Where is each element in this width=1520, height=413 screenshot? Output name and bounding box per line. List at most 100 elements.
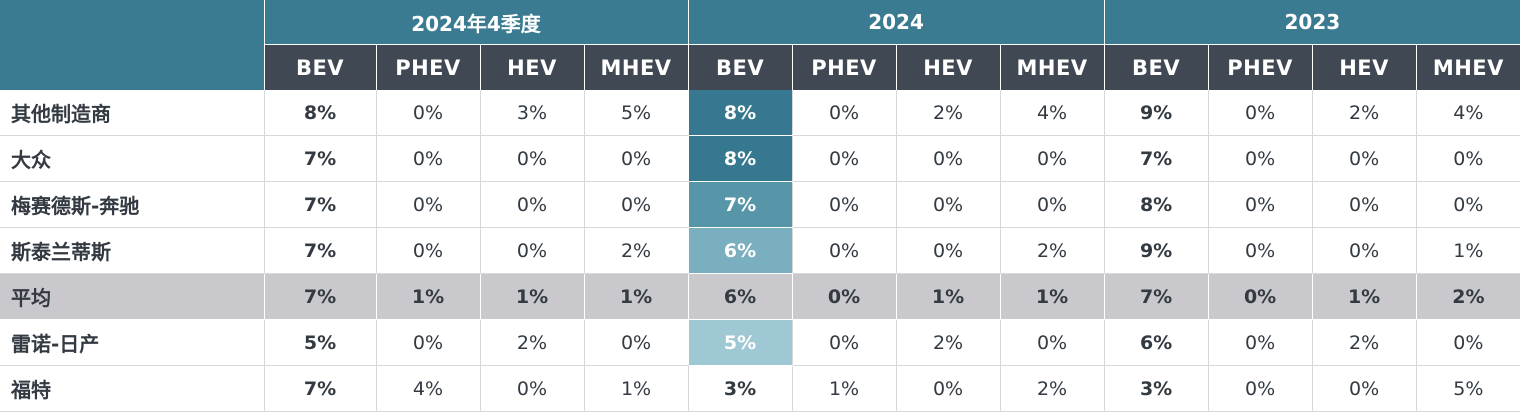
value-cell: 6% — [687, 273, 793, 320]
value-cell: 0% — [791, 273, 897, 320]
row-label: 福特 — [0, 365, 264, 412]
value-cell: 0% — [999, 135, 1105, 182]
table-row: 其他制造商 8% 0% 3% 5% 8% 0% 2% 4% 9% 0% 2% 4% — [0, 90, 1520, 136]
column-header-phev: PHEV — [375, 44, 480, 90]
value-cell: 0% — [1311, 365, 1417, 412]
value-cell: 0% — [1311, 135, 1417, 182]
value-cell: 2% — [999, 365, 1105, 412]
value-cell: 5% — [687, 319, 793, 366]
row-label: 其他制造商 — [0, 90, 264, 136]
column-header-hev: HEV — [1311, 44, 1417, 90]
row-label: 斯泰兰蒂斯 — [0, 227, 264, 274]
value-cell: 0% — [1415, 181, 1520, 228]
value-cell: 0% — [375, 181, 480, 228]
column-header-mhev: MHEV — [1415, 44, 1520, 90]
value-cell: 0% — [791, 227, 897, 274]
table-row: 大众 7% 0% 0% 0% 8% 0% 0% 0% 7% 0% 0% 0% — [0, 135, 1520, 182]
value-cell: 0% — [999, 181, 1105, 228]
value-cell: 6% — [1103, 319, 1209, 366]
value-cell: 7% — [1103, 135, 1209, 182]
subheader-row: BEV PHEV HEV MHEV BEV PHEV HEV MHEV BEV PHEV HEV MH… — [0, 44, 1520, 90]
value-cell: 5% — [1415, 365, 1520, 412]
group-header-2023: 2023 — [1103, 0, 1520, 45]
value-cell: 0% — [895, 181, 1001, 228]
value-cell: 0% — [583, 319, 689, 366]
value-cell: 0% — [895, 227, 1001, 274]
value-cell: 0% — [895, 365, 1001, 412]
value-cell: 0% — [1207, 227, 1313, 274]
value-cell: 2% — [999, 227, 1105, 274]
table-row: 梅赛德斯-奔驰 7% 0% 0% 0% 7% 0% 0% 0% 8% 0% 0% 0% — [0, 181, 1520, 228]
value-cell: 7% — [1103, 273, 1209, 320]
value-cell: 2% — [1415, 273, 1520, 320]
value-cell: 9% — [1103, 227, 1209, 274]
value-cell: 0% — [583, 181, 689, 228]
value-cell: 0% — [791, 181, 897, 228]
value-cell: 0% — [1415, 319, 1520, 366]
value-cell: 0% — [791, 135, 897, 182]
value-cell: 8% — [1103, 181, 1209, 228]
value-cell: 1% — [583, 273, 689, 320]
value-cell: 3% — [687, 365, 793, 412]
value-cell: 5% — [263, 319, 376, 366]
value-cell: 7% — [263, 181, 376, 228]
value-cell: 5% — [583, 90, 689, 136]
average-row: 平均 7% 1% 1% 1% 6% 0% 1% 1% 7% 0% 1% 2% — [0, 273, 1520, 320]
value-cell: 2% — [479, 319, 584, 366]
value-cell: 2% — [583, 227, 689, 274]
value-cell: 8% — [687, 135, 793, 182]
table-corner — [0, 0, 264, 90]
value-cell: 1% — [375, 273, 480, 320]
table-row: 雷诺-日产 5% 0% 2% 0% 5% 0% 2% 0% 6% 0% 2% 0% — [0, 319, 1520, 366]
value-cell: 0% — [1207, 365, 1313, 412]
value-cell: 4% — [999, 90, 1105, 136]
value-cell: 7% — [687, 181, 793, 228]
value-cell: 3% — [1103, 365, 1209, 412]
group-header-q4-2024: 2024年4季度 — [263, 0, 689, 45]
value-cell: 6% — [687, 227, 793, 274]
column-header-mhev: MHEV — [583, 44, 689, 90]
column-header-phev: PHEV — [1207, 44, 1313, 90]
column-header-hev: HEV — [479, 44, 584, 90]
value-cell: 7% — [263, 365, 376, 412]
value-cell: 4% — [1415, 90, 1520, 136]
value-cell: 1% — [1311, 273, 1417, 320]
value-cell: 0% — [1207, 181, 1313, 228]
column-header-bev: BEV — [1103, 44, 1209, 90]
value-cell: 1% — [479, 273, 584, 320]
value-cell: 0% — [1207, 90, 1313, 136]
value-cell: 1% — [791, 365, 897, 412]
value-cell: 2% — [895, 319, 1001, 366]
table-body: 其他制造商 8% 0% 3% 5% 8% 0% 2% 4% 9% 0% 2% 4% 大众 7% 0% 0% 0% 8… — [0, 90, 1520, 412]
value-cell: 0% — [479, 181, 584, 228]
value-cell: 0% — [1207, 319, 1313, 366]
value-cell: 0% — [1415, 135, 1520, 182]
value-cell: 0% — [479, 365, 584, 412]
column-header-hev: HEV — [895, 44, 1001, 90]
value-cell: 0% — [1311, 227, 1417, 274]
value-cell: 8% — [687, 90, 793, 136]
value-cell: 0% — [791, 319, 897, 366]
value-cell: 1% — [583, 365, 689, 412]
value-cell: 0% — [791, 90, 897, 136]
value-cell: 0% — [583, 135, 689, 182]
value-cell: 0% — [375, 319, 480, 366]
value-cell: 4% — [375, 365, 480, 412]
value-cell: 0% — [375, 90, 480, 136]
value-cell: 0% — [479, 227, 584, 274]
value-cell: 1% — [895, 273, 1001, 320]
value-cell: 0% — [895, 135, 1001, 182]
column-header-bev: BEV — [263, 44, 376, 90]
value-cell: 0% — [479, 135, 584, 182]
column-header-mhev: MHEV — [999, 44, 1105, 90]
value-cell: 7% — [263, 227, 376, 274]
value-cell: 1% — [999, 273, 1105, 320]
table-row: 福特 7% 4% 0% 1% 3% 1% 0% 2% 3% 0% 0% 5% — [0, 365, 1520, 412]
value-cell: 2% — [1311, 319, 1417, 366]
row-label: 雷诺-日产 — [0, 319, 264, 366]
group-header-2024: 2024 — [687, 0, 1105, 45]
value-cell: 7% — [263, 273, 376, 320]
value-cell: 2% — [895, 90, 1001, 136]
value-cell: 9% — [1103, 90, 1209, 136]
